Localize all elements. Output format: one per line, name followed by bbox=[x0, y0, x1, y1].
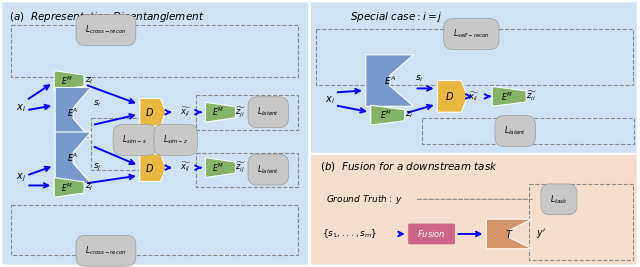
Text: $L_{sim-z}$: $L_{sim-z}$ bbox=[163, 134, 188, 146]
Text: $(b)$  $Fusion\ for\ a\ downstream\ task$: $(b)$ $Fusion\ for\ a\ downstream\ task$ bbox=[320, 160, 498, 173]
Bar bbox=[422, 118, 634, 144]
Polygon shape bbox=[140, 154, 166, 182]
Text: $s_i$: $s_i$ bbox=[93, 98, 101, 109]
Text: $E^M$: $E^M$ bbox=[380, 109, 392, 121]
Text: $D$: $D$ bbox=[145, 162, 154, 174]
Polygon shape bbox=[54, 71, 84, 91]
Text: $x_j$: $x_j$ bbox=[17, 171, 26, 184]
Text: $Special\ case: i=j$: $Special\ case: i=j$ bbox=[350, 10, 442, 24]
Text: $E^M$: $E^M$ bbox=[212, 106, 225, 119]
Text: $E^A$: $E^A$ bbox=[67, 152, 79, 164]
Text: $D$: $D$ bbox=[445, 91, 454, 102]
FancyBboxPatch shape bbox=[311, 2, 637, 153]
Bar bbox=[316, 29, 632, 85]
Text: $z_i$: $z_i$ bbox=[84, 75, 93, 86]
FancyBboxPatch shape bbox=[408, 223, 455, 244]
Bar bbox=[196, 95, 298, 130]
Text: $L_{latent}$: $L_{latent}$ bbox=[504, 125, 526, 137]
Text: $L_{self-recon}$: $L_{self-recon}$ bbox=[453, 28, 490, 40]
Text: $s_j$: $s_j$ bbox=[93, 162, 101, 173]
Polygon shape bbox=[55, 132, 91, 183]
Bar bbox=[529, 184, 632, 260]
Text: $Fusion$: $Fusion$ bbox=[417, 229, 446, 239]
Text: $y'$: $y'$ bbox=[536, 227, 546, 241]
Polygon shape bbox=[438, 81, 467, 112]
Text: $Ground\ Truth:\ y$: $Ground\ Truth:\ y$ bbox=[326, 193, 403, 206]
FancyBboxPatch shape bbox=[311, 155, 637, 265]
Text: $E^M$: $E^M$ bbox=[61, 74, 73, 87]
Text: $s_i$: $s_i$ bbox=[415, 73, 424, 84]
Text: $L_{sim-s}$: $L_{sim-s}$ bbox=[122, 134, 147, 146]
Text: $T$: $T$ bbox=[505, 228, 513, 240]
Bar bbox=[196, 153, 298, 187]
Text: $E^M$: $E^M$ bbox=[212, 162, 225, 174]
Text: $\widetilde{z_{ii}}$: $\widetilde{z_{ii}}$ bbox=[525, 90, 536, 103]
Text: $E^A$: $E^A$ bbox=[383, 74, 396, 87]
Polygon shape bbox=[486, 219, 532, 249]
Text: $L_{cross-recon}$: $L_{cross-recon}$ bbox=[85, 245, 127, 257]
FancyBboxPatch shape bbox=[3, 2, 308, 265]
Text: $\widetilde{x_{ij}}$: $\widetilde{x_{ij}}$ bbox=[180, 161, 191, 174]
Text: $L_{latent}$: $L_{latent}$ bbox=[257, 106, 279, 119]
Text: $\widetilde{z_{ji}}$: $\widetilde{z_{ji}}$ bbox=[235, 105, 246, 119]
Polygon shape bbox=[366, 55, 413, 106]
Polygon shape bbox=[205, 158, 236, 178]
Text: $L_{latent}$: $L_{latent}$ bbox=[257, 163, 279, 176]
Text: $L_{cross-recon}$: $L_{cross-recon}$ bbox=[85, 24, 127, 36]
Text: $\{s_1,...,s_m\}$: $\{s_1,...,s_m\}$ bbox=[322, 227, 378, 240]
Text: $\widetilde{x_{ii}}$: $\widetilde{x_{ii}}$ bbox=[468, 90, 480, 103]
Polygon shape bbox=[54, 178, 84, 197]
Text: $L_{task}$: $L_{task}$ bbox=[550, 193, 568, 206]
Text: $E^M$: $E^M$ bbox=[501, 90, 513, 103]
Text: $D$: $D$ bbox=[145, 106, 154, 118]
Bar bbox=[12, 205, 298, 255]
Polygon shape bbox=[371, 105, 404, 125]
Polygon shape bbox=[205, 102, 236, 122]
Text: $(a)$  $Representation\ Disentanglement$: $(a)$ $Representation\ Disentanglement$ bbox=[10, 10, 205, 24]
Polygon shape bbox=[55, 88, 91, 139]
Text: $x_i$: $x_i$ bbox=[325, 95, 335, 106]
Polygon shape bbox=[140, 98, 166, 126]
Text: $\widetilde{x_{ji}}$: $\widetilde{x_{ji}}$ bbox=[180, 105, 191, 119]
Text: $z_i$: $z_i$ bbox=[405, 110, 414, 120]
Polygon shape bbox=[492, 87, 526, 106]
Text: $\widetilde{z_{ij}}$: $\widetilde{z_{ij}}$ bbox=[235, 161, 246, 174]
Bar bbox=[12, 25, 298, 77]
Text: $z_j$: $z_j$ bbox=[84, 182, 93, 193]
Text: $E^M$: $E^M$ bbox=[61, 181, 73, 194]
Bar bbox=[91, 118, 148, 170]
Text: $E^A$: $E^A$ bbox=[67, 107, 79, 119]
Text: $x_i$: $x_i$ bbox=[17, 102, 26, 114]
